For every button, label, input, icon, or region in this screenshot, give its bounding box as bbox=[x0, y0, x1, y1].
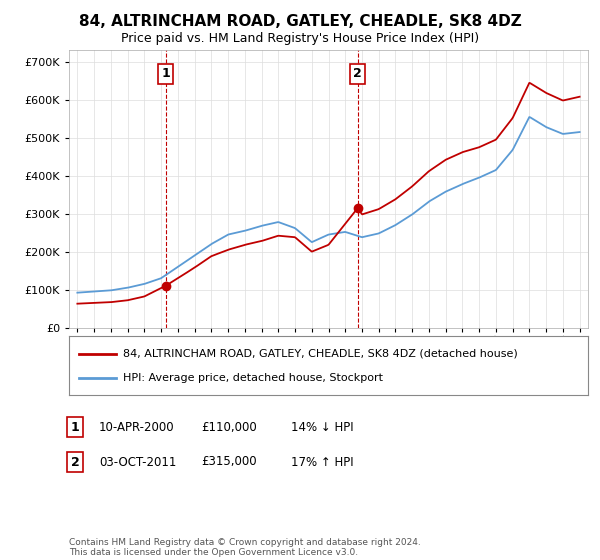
Text: Contains HM Land Registry data © Crown copyright and database right 2024.
This d: Contains HM Land Registry data © Crown c… bbox=[69, 538, 421, 557]
Text: £110,000: £110,000 bbox=[201, 421, 257, 434]
Text: £315,000: £315,000 bbox=[201, 455, 257, 469]
Text: 1: 1 bbox=[161, 67, 170, 81]
Text: 1: 1 bbox=[71, 421, 79, 434]
Text: HPI: Average price, detached house, Stockport: HPI: Average price, detached house, Stoc… bbox=[124, 374, 383, 384]
Text: 2: 2 bbox=[353, 67, 362, 81]
Text: Price paid vs. HM Land Registry's House Price Index (HPI): Price paid vs. HM Land Registry's House … bbox=[121, 32, 479, 45]
Text: 14% ↓ HPI: 14% ↓ HPI bbox=[291, 421, 353, 434]
Text: 2: 2 bbox=[71, 455, 79, 469]
Text: 84, ALTRINCHAM ROAD, GATLEY, CHEADLE, SK8 4DZ (detached house): 84, ALTRINCHAM ROAD, GATLEY, CHEADLE, SK… bbox=[124, 349, 518, 358]
Text: 84, ALTRINCHAM ROAD, GATLEY, CHEADLE, SK8 4DZ: 84, ALTRINCHAM ROAD, GATLEY, CHEADLE, SK… bbox=[79, 14, 521, 29]
Text: 10-APR-2000: 10-APR-2000 bbox=[99, 421, 175, 434]
Text: 03-OCT-2011: 03-OCT-2011 bbox=[99, 455, 176, 469]
Text: 17% ↑ HPI: 17% ↑ HPI bbox=[291, 455, 353, 469]
